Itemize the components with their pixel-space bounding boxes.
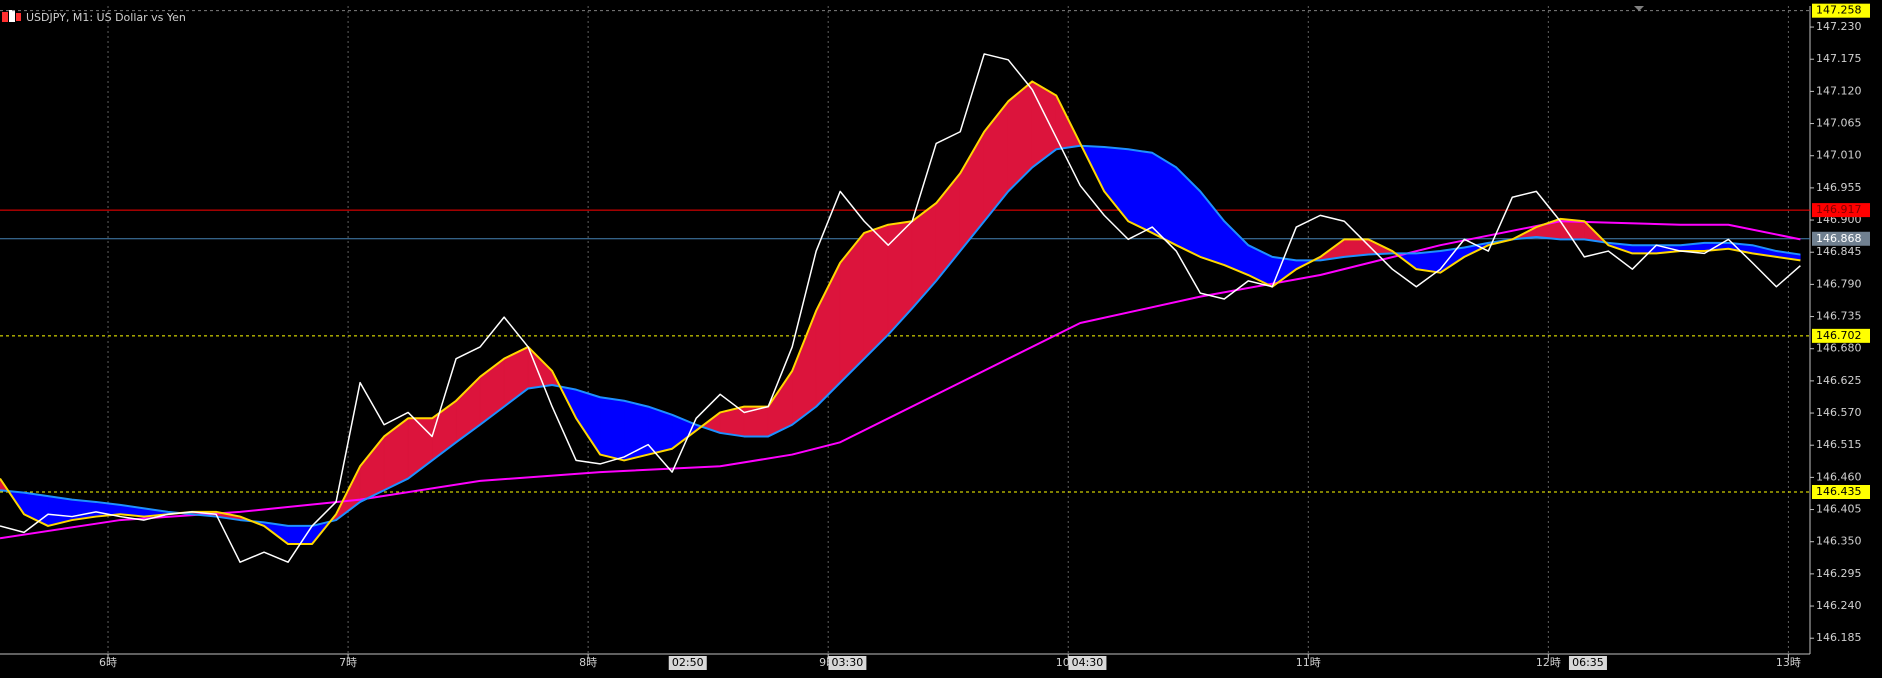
y-tick-label: 146.185	[1816, 631, 1862, 644]
y-tick-label: 146.845	[1816, 245, 1862, 258]
time-marker-label: 04:30	[1072, 656, 1104, 669]
y-tick-label: 146.625	[1816, 374, 1862, 387]
time-marker-box	[668, 656, 707, 670]
y-tick-label: 147.010	[1816, 149, 1862, 162]
price-label-box	[1812, 231, 1870, 246]
x-tick-label: 12時	[1536, 656, 1561, 669]
time-marker-box	[1068, 656, 1107, 670]
price-label: 146.868	[1816, 232, 1862, 245]
x-tick-label: 6時	[99, 656, 117, 669]
y-tick-label: 146.240	[1816, 599, 1862, 612]
chart-title: USDJPY, M1: US Dollar vs Yen	[26, 11, 186, 24]
y-tick-label: 147.230	[1816, 20, 1862, 33]
y-tick-label: 147.120	[1816, 84, 1862, 97]
x-tick-label: 7時	[339, 656, 357, 669]
y-tick-label: 147.175	[1816, 52, 1862, 65]
series-line	[0, 53, 1801, 563]
cloud-fill	[599, 396, 625, 461]
x-tick-label: 8時	[579, 656, 597, 669]
price-label: 147.258	[1816, 4, 1862, 17]
x-tick-label: 11時	[1296, 656, 1321, 669]
time-marker-box	[828, 656, 867, 670]
price-label-box	[1812, 3, 1870, 18]
x-tick-label: 13時	[1776, 656, 1801, 669]
y-tick-label: 146.680	[1816, 342, 1862, 355]
price-label: 146.435	[1816, 485, 1862, 498]
y-tick-label: 146.460	[1816, 470, 1862, 483]
shift-marker	[1634, 6, 1644, 11]
price-label-box	[1812, 485, 1870, 499]
y-tick-label: 146.570	[1816, 406, 1862, 419]
y-tick-label: 146.955	[1816, 181, 1862, 194]
price-label: 146.702	[1816, 329, 1862, 342]
cloud-fill	[287, 525, 313, 545]
y-tick-label: 146.515	[1816, 438, 1862, 451]
price-label-box	[1812, 203, 1870, 218]
y-tick-label: 146.405	[1816, 503, 1862, 516]
y-tick-label: 146.295	[1816, 567, 1862, 580]
time-marker-label: 03:30	[832, 656, 864, 669]
cloud-fill	[1127, 148, 1153, 234]
price-label: 146.917	[1816, 203, 1862, 216]
series-line	[0, 144, 1801, 527]
y-tick-label: 146.735	[1816, 310, 1862, 323]
time-marker-label: 02:50	[672, 656, 704, 669]
y-tick-label: 146.350	[1816, 535, 1862, 548]
time-marker-label: 06:35	[1572, 656, 1604, 669]
symbol-icon	[2, 10, 21, 22]
y-tick-label: 147.065	[1816, 117, 1862, 130]
time-marker-box	[1568, 656, 1607, 670]
price-label-box	[1812, 328, 1870, 343]
y-tick-label: 146.790	[1816, 277, 1862, 290]
